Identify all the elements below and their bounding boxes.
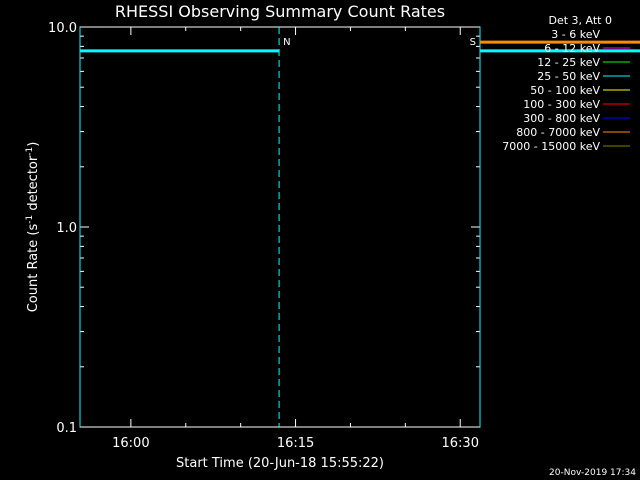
y-axis-label: Count Rate (s-1 detector-1) [25,142,41,313]
x-tick-label: 16:00 [112,436,149,451]
y-axis: 10.0 1.0 0.1 [48,21,480,436]
legend-label: 7000 - 15000 keV [502,140,600,153]
legend-label: 25 - 50 keV [537,70,600,83]
y-tick-label: 0.1 [56,421,77,436]
x-axis: 16:00 16:15 16:30 [112,27,479,451]
legend-label: 300 - 800 keV [523,112,600,125]
marker-label: S [470,37,476,48]
chart-title: RHESSI Observing Summary Count Rates [115,2,445,21]
legend-label: 6 - 12 keV [544,42,600,55]
y-tick-label: 1.0 [56,221,77,236]
x-axis-label: Start Time (20-Jun-18 15:55:22) [176,456,384,471]
footer-date: 20-Nov-2019 17:34 [549,468,636,478]
legend-header: Det 3, Att 0 [549,14,613,27]
legend-label: 100 - 300 keV [523,98,600,111]
series-lines [80,40,640,53]
x-tick-label: 16:15 [277,436,314,451]
plot-frame [79,26,481,428]
marker-label: N [283,37,290,48]
legend-label: 12 - 25 keV [537,56,600,69]
legend-label: 800 - 7000 keV [516,126,600,139]
legend-label: 50 - 100 keV [530,84,600,97]
y-tick-label: 10.0 [48,21,77,36]
legend-label: 3 - 6 keV [551,28,600,41]
x-tick-label: 16:30 [442,436,479,451]
